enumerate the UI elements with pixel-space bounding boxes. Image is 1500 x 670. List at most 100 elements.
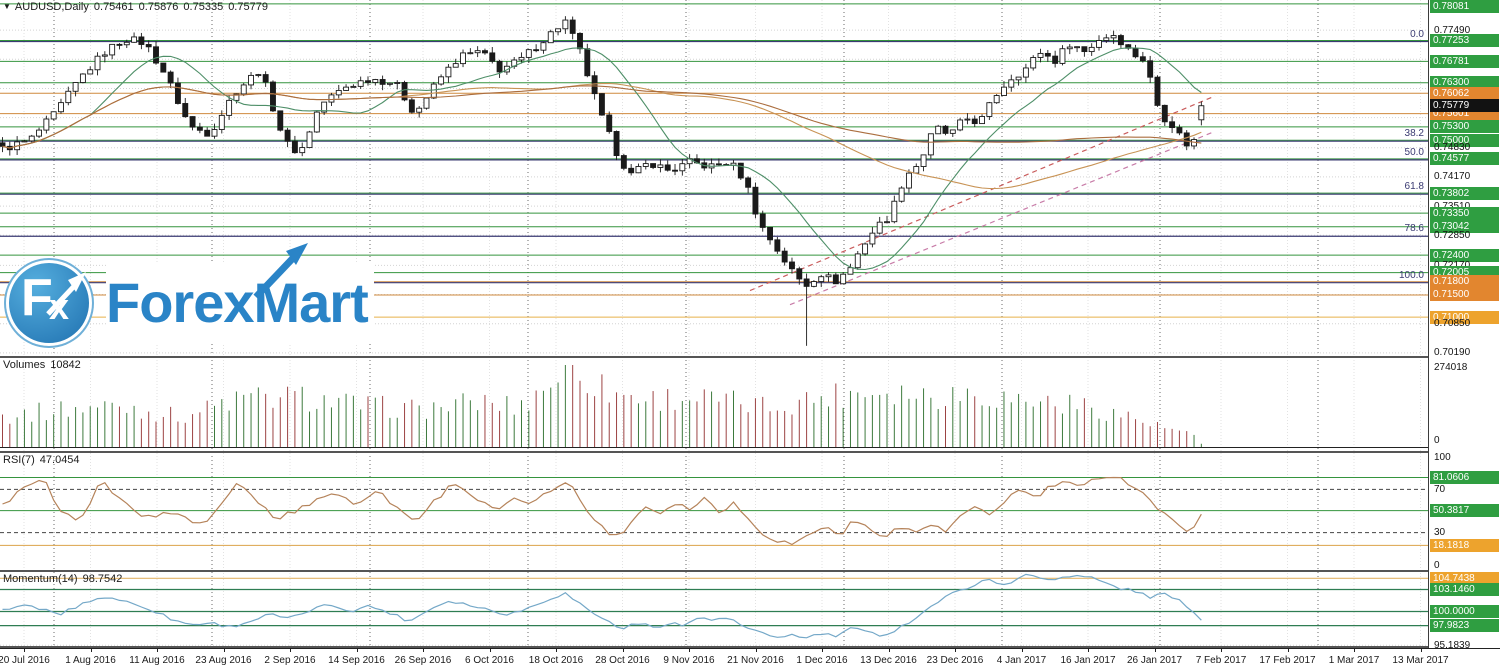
- price-scale-label: 0.77490: [1434, 24, 1471, 36]
- date-label: 1 Dec 2016: [796, 655, 848, 666]
- candle-body: [1001, 86, 1007, 96]
- price-level-badge: 0.77253: [1430, 34, 1499, 48]
- candle-body: [679, 163, 686, 172]
- date-label: 6 Oct 2016: [465, 655, 514, 666]
- logo-arrow-icon: [46, 272, 86, 316]
- rsi-scale-label: 30: [1434, 527, 1446, 539]
- date-label: 14 Sep 2016: [328, 655, 385, 666]
- candle-body: [547, 31, 554, 44]
- price-level-badge: 0.73802: [1430, 186, 1499, 200]
- candle-body: [328, 94, 335, 103]
- price-level-badge: 0.72400: [1430, 248, 1499, 262]
- candle-body: [752, 186, 759, 215]
- candle-body: [58, 102, 64, 113]
- price-level-badge: 0.76300: [1430, 76, 1499, 90]
- date-label: 28 Oct 2016: [595, 655, 650, 666]
- candle-body: [869, 232, 876, 245]
- candle-body: [277, 110, 284, 131]
- candle-body: [306, 131, 313, 149]
- candles: [0, 16, 1205, 346]
- price-axis[interactable]: 0.78081 0.77490 0.77253 0.76781 0.76300 0.760…: [1428, 0, 1500, 651]
- candle-body: [540, 42, 547, 51]
- price-level-badge: 0.76062: [1430, 86, 1499, 100]
- candle-body: [584, 48, 591, 77]
- date-tick: [356, 649, 358, 652]
- candle-body: [167, 71, 174, 84]
- candle-body: [1052, 55, 1059, 64]
- candle-body: [350, 85, 357, 88]
- candle-body: [43, 118, 50, 131]
- candle-body: [862, 243, 869, 255]
- date-tick: [90, 649, 92, 652]
- rsi-header: RSI(7) 47.0454: [3, 454, 80, 466]
- candle-body: [1103, 37, 1110, 41]
- candle-body: [430, 83, 437, 99]
- candle-body: [935, 125, 942, 135]
- price-level-badge: 0.75000: [1430, 133, 1499, 147]
- date-tick: [888, 649, 890, 652]
- candle-body: [942, 125, 949, 134]
- fib-level-label: 61.8: [1404, 181, 1424, 193]
- date-tick: [556, 649, 557, 652]
- date-tick: [1021, 649, 1023, 652]
- candle-body: [255, 74, 262, 77]
- price-level-badge: 0.78081: [1430, 0, 1499, 13]
- date-tick: [489, 649, 491, 652]
- candle-body: [131, 36, 138, 43]
- forexmart-logo: F x ForexMart: [6, 243, 374, 346]
- candle-body: [562, 19, 569, 30]
- candle-body: [818, 276, 825, 283]
- candle-body: [153, 46, 159, 64]
- price-level-badge: 0.71800: [1430, 275, 1499, 289]
- candle-body: [927, 133, 934, 156]
- price-scale-label: 0.72170: [1430, 259, 1500, 272]
- moving-average-line: [2, 47, 1202, 271]
- candle-body: [1022, 67, 1029, 78]
- date-axis[interactable]: 20 Jul 2016 1 Aug 2016 11 Aug 2016 23 Aug 2…: [0, 648, 1500, 670]
- candle-body: [489, 52, 496, 62]
- candle-body: [598, 93, 605, 116]
- candle-body: [913, 166, 920, 174]
- candle-body: [957, 119, 964, 131]
- candle-body: [905, 172, 912, 189]
- candle-body: [496, 60, 503, 73]
- candle-body: [79, 73, 86, 83]
- ohlc-close: 0.75779: [228, 1, 268, 13]
- candle-body: [28, 135, 35, 142]
- candle-body: [386, 82, 393, 85]
- date-tick: [1154, 649, 1156, 652]
- candle-body: [1183, 132, 1190, 147]
- candle-body: [1110, 35, 1117, 39]
- price-level-badge: 0.75300: [1430, 120, 1499, 134]
- candle-body: [174, 82, 181, 104]
- ohlc-high: 0.75876: [138, 1, 179, 13]
- date-tick: [423, 649, 424, 652]
- date-tick: [1287, 649, 1289, 652]
- candle-body: [1044, 52, 1051, 57]
- candle-body: [423, 97, 430, 109]
- momentum-scale-label: 95.1839: [1434, 639, 1471, 651]
- candle-body: [94, 55, 101, 71]
- price-level-badge: 0.74577: [1430, 152, 1499, 166]
- date-label: 2 Sep 2016: [264, 655, 316, 666]
- candle-body: [218, 114, 225, 130]
- symbol-header[interactable]: ▼ AUDUSD,Daily 0.75461 0.75876 0.75335 0.7577…: [3, 1, 268, 13]
- candle-body: [533, 49, 540, 52]
- price-level-badge: 0.76781: [1430, 54, 1499, 68]
- candle-body: [672, 169, 678, 172]
- candle-body: [438, 76, 445, 85]
- candle-body: [460, 52, 466, 65]
- date-tick: [822, 649, 823, 652]
- rsi-value: 47.0454: [39, 454, 80, 466]
- candle-body: [1081, 46, 1088, 53]
- symbol-dropdown-icon[interactable]: ▼: [3, 2, 11, 11]
- candle-body: [452, 63, 459, 68]
- volumes-header: Volumes 10842: [3, 359, 81, 371]
- date-tick: [290, 649, 291, 652]
- price-level-badge: 0.71500: [1430, 288, 1499, 302]
- momentum-level-badge: 100.0000: [1430, 605, 1499, 618]
- candle-body: [891, 200, 898, 223]
- momentum-label: Momentum(14): [3, 573, 78, 585]
- candle-body: [1037, 52, 1044, 58]
